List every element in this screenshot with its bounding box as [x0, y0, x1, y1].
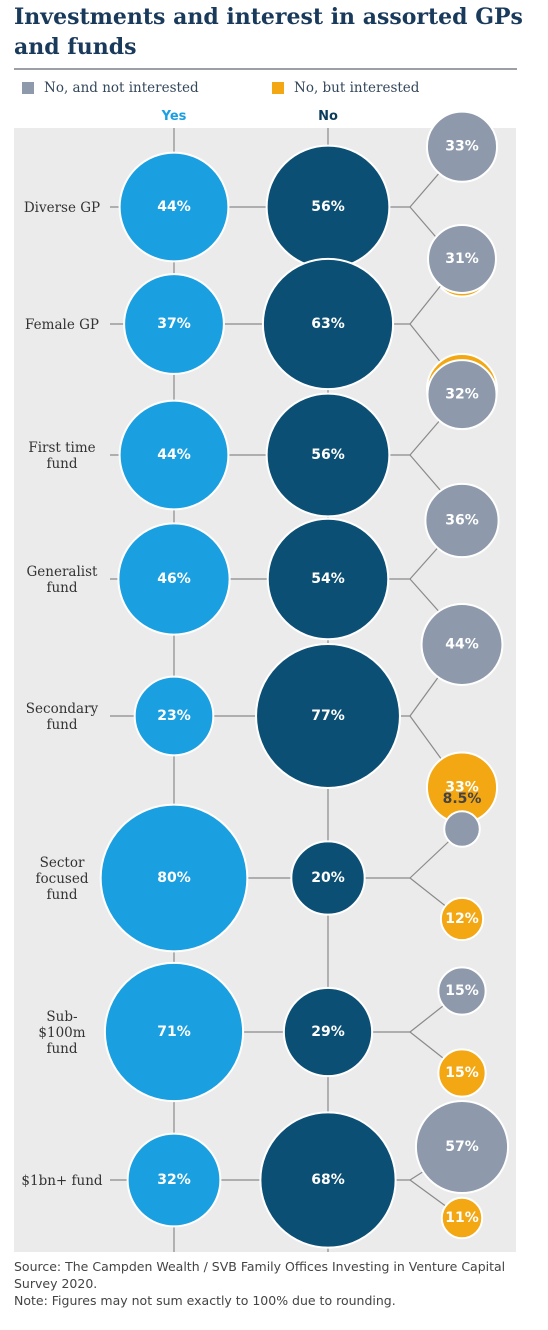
not-interested-bubble-sub-100m-fund — [437, 966, 487, 1016]
legend-label-not-interested: No, and not interested — [44, 80, 199, 96]
no-bubble-1bn-fund — [259, 1111, 397, 1249]
chart-title: Investments and interest in assorted GPs… — [14, 4, 523, 60]
legend-interested: No, but interested — [272, 80, 419, 96]
yes-bubble-1bn-fund — [126, 1132, 222, 1228]
interested-value-sector-focused-fund: 12% — [445, 911, 479, 927]
yes-value-first-time-fund: 44% — [157, 447, 191, 463]
not-interested-value-female-gp: 31% — [445, 251, 479, 267]
interested-value-1bn-fund: 11% — [445, 1210, 479, 1226]
no-value-1bn-fund: 68% — [311, 1172, 345, 1188]
yes-value-secondary-fund: 23% — [157, 708, 191, 724]
row-label-diverse-gp: Diverse GP — [24, 200, 100, 216]
yes-bubble-sector-focused-fund — [99, 803, 249, 953]
legend-label-interested: No, but interested — [294, 80, 420, 96]
row-label-female-gp: Female GP — [25, 317, 99, 333]
no-value-secondary-fund: 77% — [311, 708, 345, 724]
legend-swatch-interested — [272, 82, 284, 94]
yes-value-1bn-fund: 32% — [157, 1172, 191, 1188]
legend-not-interested: No, and not interested — [22, 80, 199, 96]
not-interested-bubble-first-time-fund — [426, 359, 498, 431]
interested-bubble-sector-focused-fund — [439, 896, 485, 942]
no-bubble-sub-100m-fund — [282, 986, 374, 1078]
title-divider — [14, 68, 517, 70]
not-interested-bubble-generalist-fund — [424, 482, 500, 559]
legend-swatch-not-interested — [22, 82, 34, 94]
rounding-note: Note: Figures may not sum exactly to 100… — [14, 1293, 396, 1308]
not-interested-bubble-female-gp — [427, 224, 497, 294]
interested-value-secondary-fund: 33% — [445, 780, 479, 796]
yes-value-sector-focused-fund: 80% — [157, 870, 191, 886]
column-header-no: No — [318, 109, 338, 124]
yes-bubble-diverse-gp — [118, 151, 230, 263]
no-value-first-time-fund: 56% — [311, 447, 345, 463]
column-header-yes: Yes — [161, 109, 187, 124]
no-value-sector-focused-fund: 20% — [311, 870, 345, 886]
row-label-generalist-fund: Generalist fund — [27, 564, 99, 596]
interested-bubble-sub-100m-fund — [437, 1048, 487, 1098]
not-interested-value-diverse-gp: 33% — [445, 139, 479, 155]
not-interested-value-first-time-fund: 32% — [445, 387, 479, 403]
not-interested-value-sector-focused-fund: 8.5% — [443, 791, 482, 807]
no-bubble-female-gp — [261, 257, 395, 391]
no-bubble-generalist-fund — [266, 517, 390, 641]
no-bubble-first-time-fund — [265, 392, 391, 518]
not-interested-bubble-1bn-fund — [414, 1099, 510, 1195]
not-interested-bubble-diverse-gp — [425, 110, 499, 183]
yes-bubble-secondary-fund — [133, 675, 215, 757]
yes-bubble-first-time-fund — [118, 399, 230, 511]
not-interested-bubble-sector-focused-fund — [443, 810, 481, 848]
yes-bubble-sub-100m-fund — [103, 961, 245, 1103]
interested-value-sub-100m-fund: 15% — [445, 1065, 479, 1081]
no-value-diverse-gp: 56% — [311, 199, 345, 215]
row-label-secondary-fund: Secondary fund — [26, 701, 99, 733]
not-interested-value-sub-100m-fund: 15% — [445, 983, 479, 999]
footer: Source: The Campden Wealth / SVB Family … — [14, 1258, 514, 1309]
no-value-female-gp: 63% — [311, 316, 345, 332]
no-bubble-secondary-fund — [255, 643, 401, 789]
no-bubble-sector-focused-fund — [290, 840, 366, 916]
yes-bubble-generalist-fund — [117, 522, 231, 636]
yes-value-female-gp: 37% — [157, 316, 191, 332]
yes-value-sub-100m-fund: 71% — [157, 1024, 191, 1040]
interested-bubble-1bn-fund — [440, 1196, 484, 1240]
row-label-1bn-fund: $1bn+ fund — [21, 1173, 103, 1189]
yes-value-diverse-gp: 44% — [157, 199, 191, 215]
no-value-sub-100m-fund: 29% — [311, 1024, 345, 1040]
row-label-first-time-fund: First time fund — [28, 440, 95, 472]
no-value-generalist-fund: 54% — [311, 571, 345, 587]
row-label-sector-focused-fund: Sector focused fund — [36, 855, 89, 903]
yes-bubble-female-gp — [123, 273, 225, 375]
yes-value-generalist-fund: 46% — [157, 571, 191, 587]
not-interested-bubble-secondary-fund — [420, 603, 504, 686]
not-interested-value-1bn-fund: 57% — [445, 1139, 479, 1155]
row-label-sub-100m-fund: Sub-$100m fund — [38, 1009, 85, 1057]
not-interested-value-generalist-fund: 36% — [445, 513, 479, 529]
source-note: Source: The Campden Wealth / SVB Family … — [14, 1259, 506, 1291]
not-interested-value-secondary-fund: 44% — [445, 636, 479, 652]
